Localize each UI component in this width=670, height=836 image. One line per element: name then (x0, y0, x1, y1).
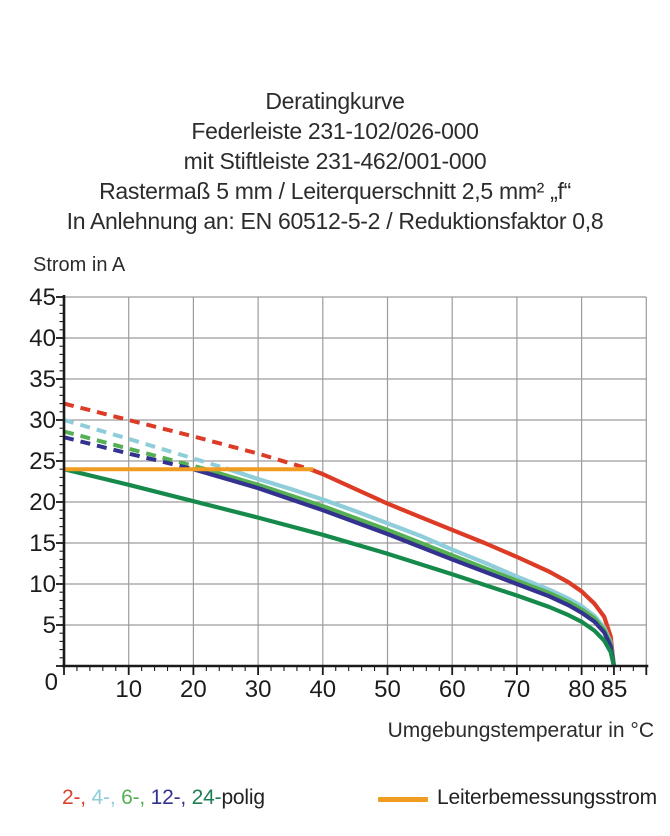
legend-pole-item: 2-, (62, 786, 92, 809)
svg-text:20: 20 (180, 676, 207, 703)
legend-pole-item: 12-, (150, 786, 192, 809)
chart-title-block: Deratingkurve Federleiste 231-102/026-00… (0, 86, 670, 236)
title-line-3: mit Stiftleiste 231-462/001-000 (183, 148, 487, 174)
legend-pole-item: 4-, (91, 786, 122, 809)
svg-text:45: 45 (29, 284, 56, 311)
svg-text:15: 15 (29, 530, 56, 557)
legend-pole-item: 24- (191, 786, 222, 809)
legend-pole-counts: 2-, 4-, 6-, 12-, 24-polig (62, 786, 265, 810)
legend-pole-item: 6-, (121, 786, 151, 809)
y-axis-title: Strom in A (33, 254, 126, 276)
svg-text:50: 50 (374, 676, 401, 703)
axes-layer (56, 295, 649, 675)
x-axis-title: Umgebungstemperatur in °C (387, 719, 654, 742)
svg-text:25: 25 (29, 448, 56, 475)
curve-24-polig (63, 467, 616, 667)
curve-6-polig (63, 429, 616, 667)
title-line-1: Deratingkurve (265, 88, 405, 114)
svg-text:20: 20 (29, 489, 56, 516)
svg-text:85: 85 (601, 676, 628, 703)
title-line-5: In Anlehnung an: EN 60512-5-2 / Reduktio… (66, 208, 604, 234)
svg-text:60: 60 (439, 676, 466, 703)
title-line-2: Federleiste 231-102/026-000 (191, 118, 479, 144)
tick-labels: 0 5 10 15 20 25 30 35 40 45 10 20 30 40 50 60 70 80 85 (29, 284, 627, 703)
svg-text:40: 40 (309, 676, 336, 703)
svg-text:30: 30 (245, 676, 272, 703)
legend-reference: Leiterbemessungsstrom (378, 786, 657, 810)
svg-text:10: 10 (115, 676, 142, 703)
svg-text:5: 5 (43, 612, 56, 639)
grid-layer (64, 296, 647, 666)
derating-chart: 0 5 10 15 20 25 30 35 40 45 10 20 30 40 50 60 70 80 85 (29, 284, 649, 703)
reference-line-swatch (378, 796, 428, 802)
svg-text:35: 35 (29, 366, 56, 393)
reference-line-label: Leiterbemessungsstrom (437, 786, 657, 809)
svg-text:80: 80 (568, 676, 595, 703)
svg-text:40: 40 (29, 325, 56, 352)
title-line-4: Rastermaß 5 mm / Leiterquerschnitt 2,5 m… (99, 178, 571, 204)
legend-pole-items: 2-, 4-, 6-, 12-, 24- (62, 786, 222, 809)
svg-text:30: 30 (29, 407, 56, 434)
curve-12-polig (63, 435, 616, 667)
svg-text:10: 10 (29, 571, 56, 598)
svg-text:0: 0 (45, 669, 58, 696)
curve-2-polig (63, 401, 616, 667)
svg-text:70: 70 (504, 676, 531, 703)
legend-pole-suffix: polig (221, 786, 265, 809)
